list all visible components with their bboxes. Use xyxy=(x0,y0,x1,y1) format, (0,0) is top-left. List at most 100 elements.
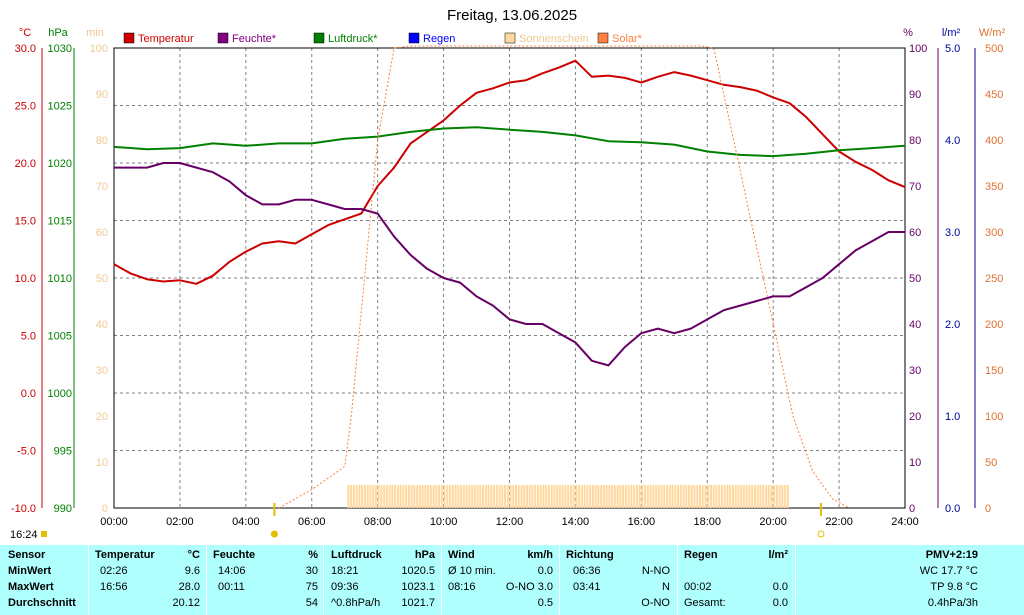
tick-pressure-6: 1000 xyxy=(48,388,72,400)
sunshine-bar-127 xyxy=(696,485,699,508)
header-rain-unit: l/m² xyxy=(768,549,788,561)
tick-pressure-1: 1025 xyxy=(48,101,72,113)
sunshine-bar-111 xyxy=(652,485,655,508)
stats-separator-5 xyxy=(677,545,678,615)
tick-sunshine-10: 0 xyxy=(102,503,108,515)
sunshine-bar-42 xyxy=(462,485,465,508)
header-wind-unit: km/h xyxy=(527,549,553,561)
sunshine-bar-92 xyxy=(600,485,603,508)
row-wind-label-1: 08:16 xyxy=(448,581,476,593)
unit-label-humidity: % xyxy=(903,27,913,39)
sunshine-bar-70 xyxy=(539,485,542,508)
sunshine-bar-10 xyxy=(374,485,377,508)
tick-sunshine-3: 70 xyxy=(96,181,108,193)
sunshine-bar-116 xyxy=(666,485,669,508)
tick-temp-6: 0.0 xyxy=(21,388,36,400)
unit-label-pressure: hPa xyxy=(48,27,68,39)
row-temp-val-2: 20.12 xyxy=(172,597,200,609)
sunshine-bar-79 xyxy=(564,485,567,508)
sunshine-bar-129 xyxy=(701,485,704,508)
tick-sunshine-9: 10 xyxy=(96,457,108,469)
tick-sunshine-0: 100 xyxy=(90,43,108,55)
tick-humidity-8: 20 xyxy=(909,411,921,423)
sunshine-bar-71 xyxy=(542,485,545,508)
current-time-label: 16:24 xyxy=(10,529,38,541)
sunshine-bar-150 xyxy=(759,485,762,508)
sunshine-bar-32 xyxy=(435,485,438,508)
sunshine-bar-87 xyxy=(586,485,589,508)
unit-label-rain: l/m² xyxy=(942,27,961,39)
sunshine-bar-41 xyxy=(460,485,463,508)
legend-label-3: Regen xyxy=(423,33,455,45)
tick-sunshine-1: 90 xyxy=(96,89,108,101)
sunshine-bar-49 xyxy=(482,485,485,508)
sunshine-bar-31 xyxy=(432,485,435,508)
row-rain-time-2: Gesamt: xyxy=(684,597,726,609)
tick-sunshine-7: 30 xyxy=(96,365,108,377)
axis-unit-labels: °C hPa min% l/m² W/m² xyxy=(19,27,1006,39)
tick-humidity-7: 30 xyxy=(909,365,921,377)
sunshine-bar-135 xyxy=(718,485,721,508)
tick-sunshine-4: 60 xyxy=(96,227,108,239)
chart-series xyxy=(113,45,906,509)
row-dir-val-2: O-NO xyxy=(641,597,670,609)
row-dir-time-1: 03:41 xyxy=(573,581,601,593)
sunshine-bar-130 xyxy=(704,485,707,508)
sunshine-bar-121 xyxy=(679,485,682,508)
tick-temp-7: -5.0 xyxy=(17,446,36,458)
sunshine-bar-64 xyxy=(523,485,526,508)
tick-solar-10: 0 xyxy=(985,503,991,515)
row-pres-time-0: 18:21 xyxy=(331,565,359,577)
series-line-luftdruck xyxy=(113,126,906,158)
tick-humidity-10: 0 xyxy=(909,503,915,515)
tick-x-0: 00:00 xyxy=(100,516,128,528)
sunshine-bar-115 xyxy=(663,485,666,508)
stats-separator-2 xyxy=(323,545,324,615)
row-label-0: MinWert xyxy=(8,565,52,577)
sunshine-bar-37 xyxy=(449,485,452,508)
legend-label-4: Sonnenschein xyxy=(519,33,589,45)
sunshine-bar-76 xyxy=(556,485,559,508)
sunshine-bar-48 xyxy=(479,485,482,508)
sunshine-bar-28 xyxy=(424,485,427,508)
row-hum-val-1: 75 xyxy=(305,581,318,593)
row-temp-val-1: 28.0 xyxy=(178,581,200,593)
sunshine-bar-84 xyxy=(578,485,581,508)
sunshine-bar-63 xyxy=(520,485,523,508)
sunshine-bar-1 xyxy=(350,485,353,508)
chart-title: Freitag, 13.06.2025 xyxy=(447,7,577,24)
sunshine-bar-136 xyxy=(720,485,723,508)
row-pres-val-1: 1023.1 xyxy=(401,581,435,593)
sunshine-bar-73 xyxy=(547,485,550,508)
sunshine-bar-19 xyxy=(399,485,402,508)
sunshine-bar-152 xyxy=(764,485,767,508)
header-direction: Richtung xyxy=(566,549,614,561)
sunshine-bar-132 xyxy=(709,485,712,508)
sunshine-bar-138 xyxy=(726,485,729,508)
sunshine-bars xyxy=(347,485,789,508)
sunshine-bar-125 xyxy=(690,485,693,508)
sunshine-bar-61 xyxy=(514,485,517,508)
tick-x-3: 06:00 xyxy=(298,516,326,528)
sunshine-bar-142 xyxy=(737,485,740,508)
sunshine-bar-89 xyxy=(591,485,594,508)
sunrise-icon xyxy=(270,530,278,538)
tick-solar-9: 50 xyxy=(985,457,997,469)
sunshine-bar-81 xyxy=(569,485,572,508)
sunshine-bar-95 xyxy=(608,485,611,508)
legend-label-2: Luftdruck* xyxy=(328,33,378,45)
sunshine-bar-99 xyxy=(619,485,622,508)
tick-sunshine-5: 50 xyxy=(96,273,108,285)
stats-separator-1 xyxy=(206,545,207,615)
tick-x-4: 08:00 xyxy=(364,516,392,528)
sunshine-bar-9 xyxy=(372,485,375,508)
sunshine-bar-91 xyxy=(597,485,600,508)
sunshine-bar-39 xyxy=(454,485,457,508)
row-dir-time-0: 06:36 xyxy=(573,565,601,577)
sunshine-bar-134 xyxy=(715,485,718,508)
tick-humidity-6: 40 xyxy=(909,319,921,331)
sunshine-bar-22 xyxy=(407,485,410,508)
header-hum-unit: % xyxy=(308,549,318,561)
tick-solar-2: 400 xyxy=(985,135,1003,147)
row-wind-label-0: Ø 10 min. xyxy=(448,565,496,577)
